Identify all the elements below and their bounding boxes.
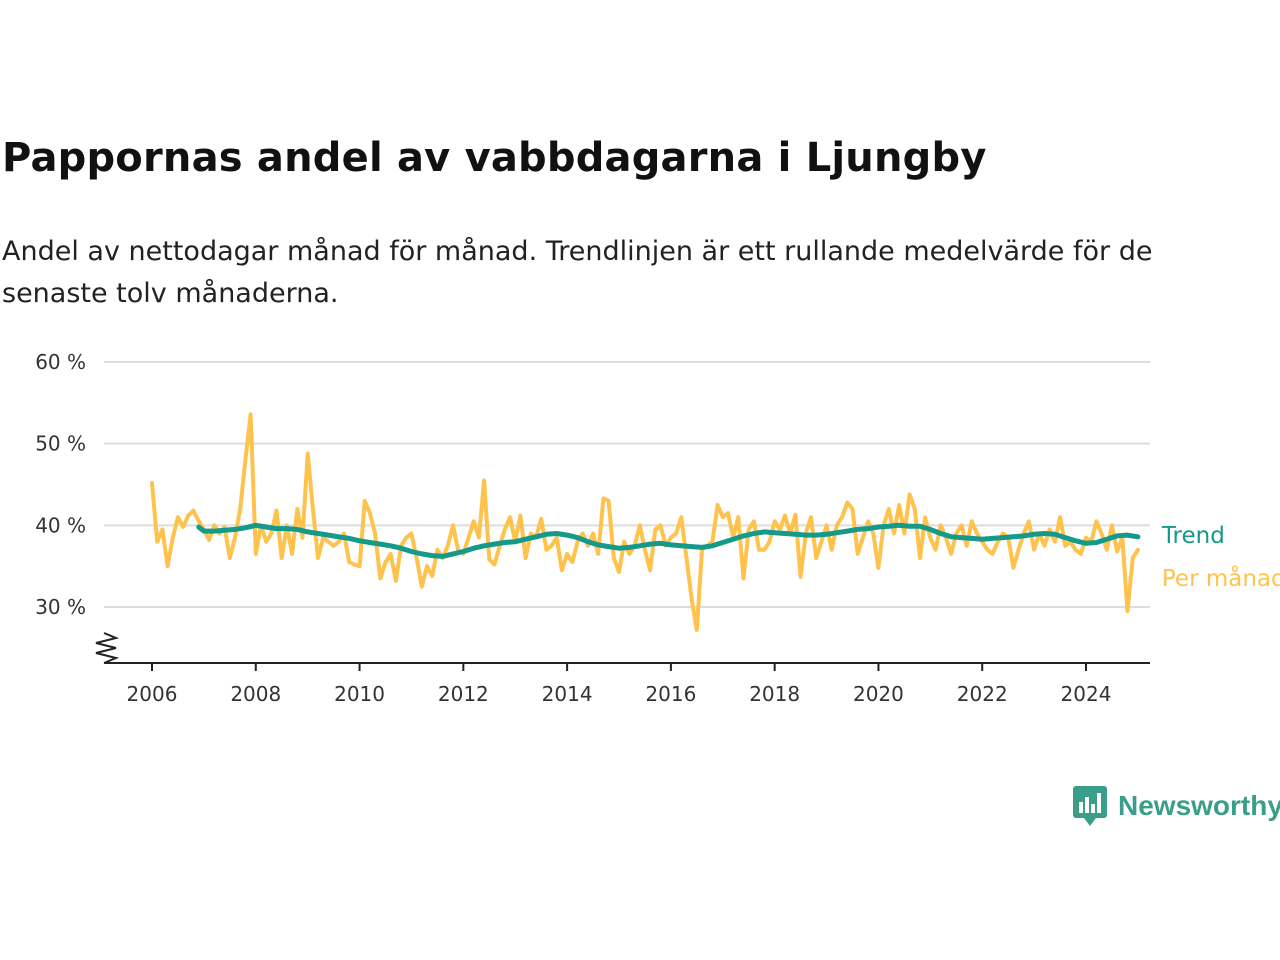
- legend: Per månad Trend: [1161, 523, 1280, 592]
- series-layer: [150, 412, 1141, 632]
- axis-break-icon: [95, 632, 120, 664]
- line-chart: 30 % 40 % 50 % 60 % 2006 2008 2010 2012 2014 201…: [35, 350, 1280, 706]
- brand-name: Newsworthy: [1118, 790, 1280, 821]
- x-axis: 2006 2008 2010 2012 2014 2016 2018 2020 2022 2024: [95, 632, 1150, 706]
- y-tick-label-30: 30 %: [35, 595, 86, 619]
- x-tick-label-2012: 2012: [438, 682, 489, 706]
- x-tick-label-2008: 2008: [230, 682, 281, 706]
- y-axis-ticks: 30 % 40 % 50 % 60 %: [35, 350, 86, 619]
- series-line-trend: [196, 522, 1141, 559]
- chart-subtitle: Andel av nettodagar månad för månad. Tre…: [2, 236, 1153, 309]
- y-tick-label-50: 50 %: [35, 432, 86, 456]
- y-tick-label-60: 60 %: [35, 350, 86, 374]
- newsworthy-logo-icon: [1073, 786, 1107, 826]
- chart-title: Pappornas andel av vabbdagarna i Ljungby: [2, 135, 987, 181]
- legend-label-trend: Trend: [1161, 523, 1225, 549]
- x-tick-label-2022: 2022: [957, 682, 1008, 706]
- newsworthy-brand: Newsworthy: [1072, 784, 1280, 828]
- legend-label-per-manad: Per månad: [1162, 564, 1280, 592]
- x-tick-label-2006: 2006: [127, 682, 178, 706]
- x-tick-label-2014: 2014: [542, 682, 593, 706]
- x-tick-label-2024: 2024: [1061, 682, 1112, 706]
- x-tick-label-2016: 2016: [645, 682, 696, 706]
- y-tick-label-40: 40 %: [35, 513, 86, 537]
- x-tick-label-2020: 2020: [853, 682, 904, 706]
- x-tick-label-2010: 2010: [334, 682, 385, 706]
- y-gridlines: [104, 361, 1150, 608]
- x-tick-label-2018: 2018: [749, 682, 800, 706]
- series-line-per-manad: [150, 412, 1140, 632]
